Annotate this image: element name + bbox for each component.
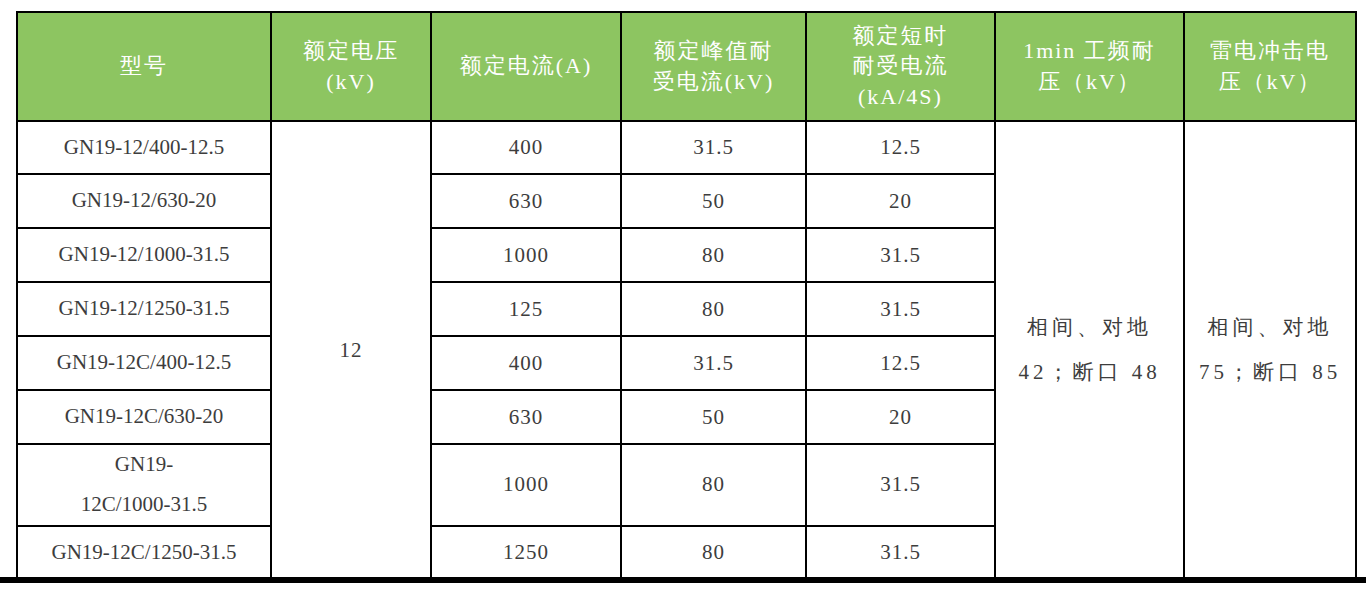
header-lightning-impulse-voltage: 雷电冲击电 压（kV） [1184, 12, 1356, 121]
peak-cell: 80 [621, 228, 806, 282]
current-cell: 630 [431, 174, 621, 228]
header-power-freq-withstand-voltage: 1min 工频耐 压（kV） [995, 12, 1184, 121]
short-cell: 31.5 [806, 228, 995, 282]
model-cell: GN19- 12C/1000-31.5 [17, 444, 271, 526]
peak-cell: 50 [621, 390, 806, 444]
peak-cell: 80 [621, 282, 806, 336]
current-cell: 400 [431, 336, 621, 390]
current-cell: 125 [431, 282, 621, 336]
short-cell: 12.5 [806, 336, 995, 390]
model-cell: GN19-12/400-12.5 [17, 121, 271, 174]
short-cell: 31.5 [806, 282, 995, 336]
table-row: GN19-12/400-12.5 12 400 31.5 12.5 相间、对地 … [17, 121, 1356, 174]
current-cell: 1000 [431, 444, 621, 526]
page: 型号 额定电压 (kV) 额定电流(A) 额定峰值耐 受电流(kV) 额定短时 … [0, 0, 1366, 590]
short-cell: 31.5 [806, 444, 995, 526]
short-cell: 20 [806, 174, 995, 228]
header-peak-withstand-current: 额定峰值耐 受电流(kV) [621, 12, 806, 121]
model-cell: GN19-12/1000-31.5 [17, 228, 271, 282]
model-cell: GN19-12C/1250-31.5 [17, 526, 271, 580]
header-short-time-withstand-current: 额定短时 耐受电流 (kA/4S) [806, 12, 995, 121]
peak-cell: 31.5 [621, 336, 806, 390]
current-cell: 400 [431, 121, 621, 174]
model-cell: GN19-12/630-20 [17, 174, 271, 228]
peak-cell: 50 [621, 174, 806, 228]
header-rated-voltage: 额定电压 (kV) [271, 12, 431, 121]
peak-cell: 80 [621, 444, 806, 526]
short-cell: 12.5 [806, 121, 995, 174]
power-freq-merged-cell: 相间、对地 42；断口 48 [995, 121, 1184, 580]
header-row: 型号 额定电压 (kV) 额定电流(A) 额定峰值耐 受电流(kV) 额定短时 … [17, 12, 1356, 121]
model-cell: GN19-12C/630-20 [17, 390, 271, 444]
bottom-rule [0, 577, 1366, 583]
voltage-merged-cell: 12 [271, 121, 431, 580]
model-cell: GN19-12/1250-31.5 [17, 282, 271, 336]
short-cell: 31.5 [806, 526, 995, 580]
short-cell: 20 [806, 390, 995, 444]
header-rated-current: 额定电流(A) [431, 12, 621, 121]
impulse-merged-cell: 相间、对地 75；断口 85 [1184, 121, 1356, 580]
peak-cell: 31.5 [621, 121, 806, 174]
current-cell: 630 [431, 390, 621, 444]
spec-table: 型号 额定电压 (kV) 额定电流(A) 额定峰值耐 受电流(kV) 额定短时 … [16, 11, 1357, 581]
current-cell: 1000 [431, 228, 621, 282]
model-cell: GN19-12C/400-12.5 [17, 336, 271, 390]
header-model: 型号 [17, 12, 271, 121]
peak-cell: 80 [621, 526, 806, 580]
current-cell: 1250 [431, 526, 621, 580]
